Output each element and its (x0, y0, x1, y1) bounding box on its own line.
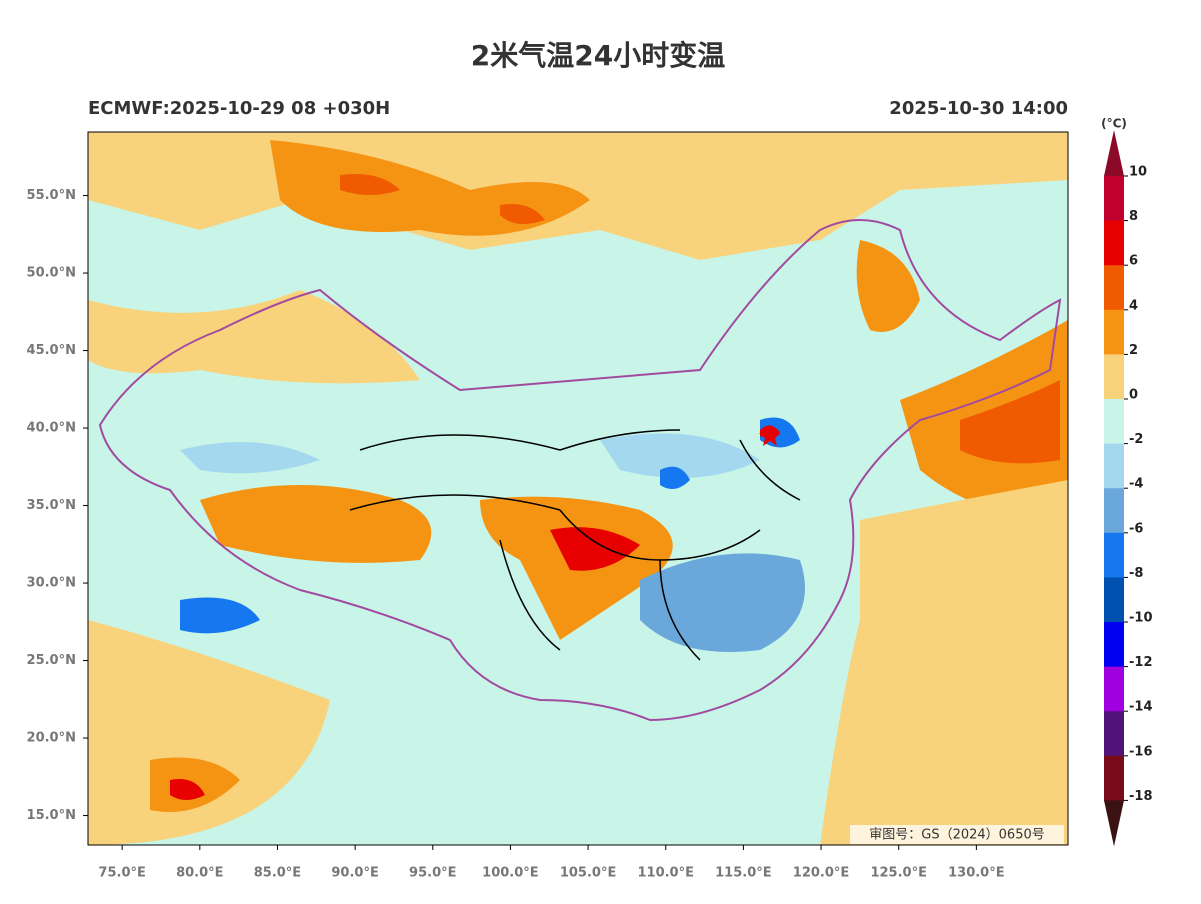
colorbar-segment (1104, 666, 1124, 712)
colorbar-tick-label: -6 (1129, 521, 1143, 536)
lon-tick-label: 115.0°E (715, 866, 772, 881)
lon-tick-label: 80.0°E (176, 866, 223, 881)
colorbar-segment (1104, 399, 1124, 445)
lon-tick-label: 85.0°E (254, 866, 301, 881)
colorbar-segment (1104, 755, 1124, 801)
lon-tick-label: 75.0°E (98, 866, 145, 881)
colorbar-over (1104, 130, 1124, 176)
country-border (98, 219, 1062, 722)
lat-tick-label: 25.0°N (27, 653, 76, 668)
lat-tick-label: 40.0°N (27, 421, 76, 436)
lon-tick-label: 105.0°E (560, 866, 617, 881)
colorbar-tick-label: 4 (1129, 298, 1138, 313)
colorbar-tick-label: 0 (1129, 388, 1138, 403)
colorbar-tick-label: -18 (1129, 789, 1153, 804)
colorbar-segment (1104, 220, 1124, 266)
map-frame (87, 131, 1069, 846)
lon-tick-label: 130.0°E (948, 866, 1005, 881)
lon-tick-label: 110.0°E (637, 866, 694, 881)
lon-tick-label: 100.0°E (482, 866, 539, 881)
colorbar-tick-label: -10 (1129, 611, 1153, 626)
colorbar-tick-label: -4 (1129, 477, 1143, 492)
province-borders (349, 429, 801, 661)
colorbar-tick-label: 2 (1129, 343, 1138, 358)
review-number: 审图号：GS（2024）0650号 (869, 828, 1045, 843)
colorbar-tick-label: 6 (1129, 254, 1138, 269)
colorbar-segment (1104, 577, 1124, 623)
title: 2米气温24小时变温 (471, 39, 725, 72)
lat-tick-label: 50.0°N (27, 266, 76, 281)
review-number-box (850, 825, 1064, 844)
lat-tick-label: 30.0°N (27, 576, 76, 591)
colorbar-segment (1104, 176, 1124, 222)
colorbar-under (1104, 800, 1124, 847)
beijing-marker (759, 425, 781, 446)
lat-tick-label: 55.0°N (27, 188, 76, 203)
model-run: ECMWF:2025-10-29 08 +030H (88, 98, 390, 119)
temperature-field (88, 132, 1068, 845)
lon-tick-label: 95.0°E (409, 866, 456, 881)
colorbar-segment (1104, 488, 1124, 534)
colorbar-tick-label: 8 (1129, 209, 1138, 224)
lat-tick-label: 35.0°N (27, 498, 76, 513)
colorbar-unit: (°C) (1101, 117, 1127, 131)
colorbar-tick-label: -8 (1129, 566, 1143, 581)
colorbar-segment (1104, 265, 1124, 311)
colorbar-tick-label: -16 (1129, 744, 1153, 759)
lon-tick-label: 90.0°E (331, 866, 378, 881)
colorbar-segment (1104, 309, 1124, 355)
colorbar-tick-label: -2 (1129, 432, 1143, 447)
lon-tick-label: 125.0°E (870, 866, 927, 881)
lon-tick-label: 120.0°E (793, 866, 850, 881)
colorbar-tick-label: 10 (1129, 165, 1147, 180)
colorbar-segment (1104, 532, 1124, 578)
valid-time: 2025-10-30 14:00 (889, 98, 1068, 119)
colorbar-segment (1104, 354, 1124, 400)
lat-tick-label: 20.0°N (27, 731, 76, 746)
colorbar-segment (1104, 622, 1124, 668)
colorbar-segment (1104, 711, 1124, 757)
colorbar-tick-label: -14 (1129, 700, 1153, 715)
colorbar-tick-label: -12 (1129, 655, 1153, 670)
colorbar-segment (1104, 443, 1124, 489)
lat-tick-label: 15.0°N (27, 808, 76, 823)
lat-tick-label: 45.0°N (27, 343, 76, 358)
